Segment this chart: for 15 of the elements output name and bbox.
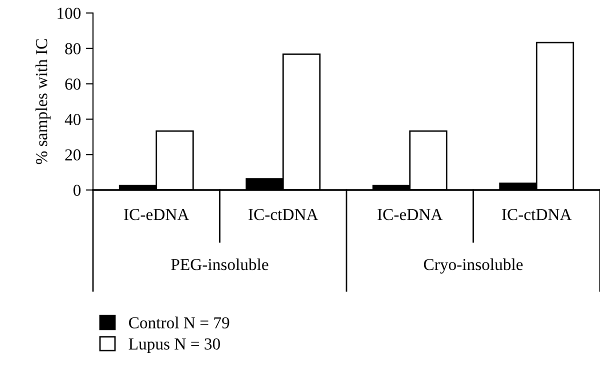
y-tick-label: 60	[65, 78, 81, 90]
x-tick-label: IC-eDNA	[378, 208, 443, 220]
text: Cryo-insoluble	[424, 258, 523, 274]
legend-label: Lupus N = 30	[128, 338, 220, 353]
y-tick-label: 100	[58, 8, 81, 19]
y-tick-label: 80	[65, 43, 81, 54]
x-tick-label: IC-ctDNA	[502, 208, 572, 220]
legend-label: Control N = 79	[129, 316, 230, 328]
y-tick-label: 0	[73, 184, 81, 196]
text: PEG-insoluble	[171, 258, 268, 270]
y-tick-label: 40	[64, 114, 81, 126]
y-axis-title: % samples with IC	[36, 39, 51, 164]
y-tick-label: 20	[65, 149, 81, 161]
x-tick-label: IC-eDNA	[124, 208, 190, 220]
x-tick-label: IC-ctDNA	[248, 208, 318, 220]
